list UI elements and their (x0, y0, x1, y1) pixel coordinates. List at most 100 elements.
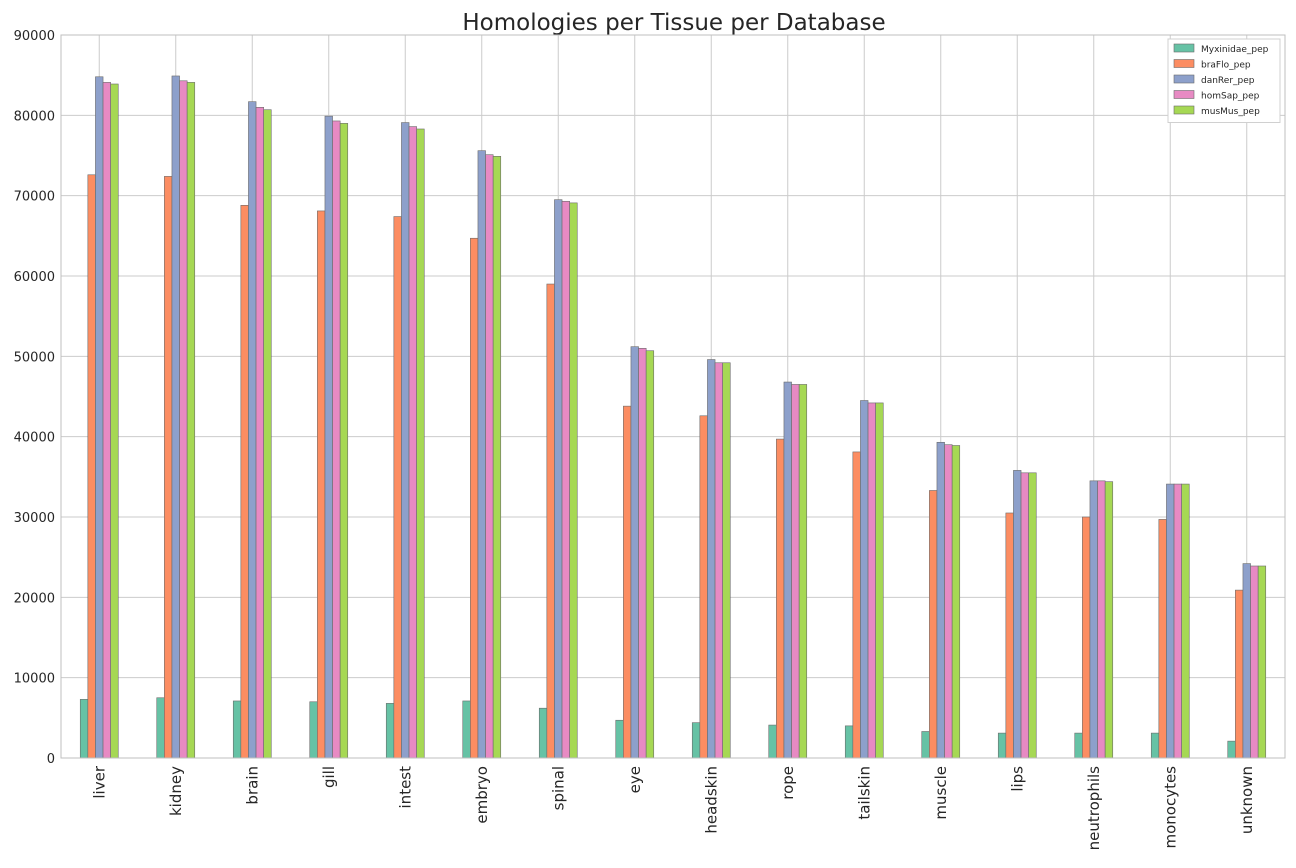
x-tick-label: headskin (702, 766, 720, 834)
bar-homSap_pep-muscle (944, 444, 953, 759)
bar-musMus_pep-headskin (722, 362, 731, 759)
bar-danRer_pep-lips (1013, 470, 1022, 759)
x-tick-label: rope (779, 766, 797, 800)
bar-homSap_pep-gill (332, 120, 341, 759)
bar-braFlo_pep-lips (1005, 512, 1014, 759)
legend-swatch-musMus_pep (1173, 105, 1195, 115)
bar-braFlo_pep-brain (240, 205, 249, 759)
bar-danRer_pep-eye (630, 346, 639, 759)
bar-homSap_pep-headskin (714, 362, 723, 759)
legend: Myxinidae_pep braFlo_pep danRer_pep homSap_… (1167, 38, 1281, 123)
bar-danRer_pep-muscle (936, 441, 945, 759)
x-tick-label: brain (243, 766, 261, 805)
bar-danRer_pep-headskin (707, 359, 716, 759)
bar-danRer_pep-gill (324, 115, 333, 759)
bar-homSap_pep-rope (791, 384, 800, 759)
bar-Myxinidae_pep-gill (309, 701, 318, 759)
y-tick-label: 40000 (14, 431, 55, 446)
bar-Myxinidae_pep-tailskin (844, 725, 854, 759)
bars-layer (79, 75, 1267, 759)
bar-Myxinidae_pep-spinal (538, 707, 548, 759)
legend-swatch-Myxinidae_pep (1173, 43, 1195, 53)
bar-Myxinidae_pep-monocytes (1150, 732, 1160, 759)
legend-label-braFlo_pep: braFlo_pep (1201, 61, 1251, 71)
legend-swatch-braFlo_pep (1173, 59, 1195, 68)
bar-danRer_pep-kidney (171, 75, 180, 759)
bar-musMus_pep-tailskin (875, 402, 884, 759)
y-tick-label: 70000 (14, 190, 55, 205)
x-tick-label: intest (396, 766, 414, 809)
legend-label-Myxinidae_pep: Myxinidae_pep (1201, 45, 1269, 55)
bar-braFlo_pep-headskin (699, 415, 708, 759)
x-tick-label: tailskin (855, 766, 873, 820)
bar-Myxinidae_pep-intest (385, 703, 395, 759)
bar-musMus_pep-brain (263, 109, 272, 759)
y-tick-label: 30000 (14, 511, 55, 526)
bar-danRer_pep-embryo (477, 150, 486, 759)
bar-Myxinidae_pep-brain (232, 700, 242, 759)
y-tick-label: 20000 (14, 591, 55, 606)
bar-danRer_pep-spinal (554, 199, 563, 759)
bar-homSap_pep-kidney (179, 80, 188, 759)
bar-danRer_pep-intest (401, 122, 410, 759)
bar-danRer_pep-tailskin (860, 400, 869, 759)
bar-homSap_pep-eye (638, 347, 647, 759)
y-tick-label: 10000 (14, 672, 55, 687)
x-tick-label: monocytes (1161, 766, 1179, 849)
bar-Myxinidae_pep-lips (997, 732, 1007, 759)
legend-label-danRer_pep: danRer_pep (1201, 76, 1255, 86)
x-tick-label: liver (90, 765, 108, 798)
bar-braFlo_pep-spinal (546, 283, 555, 759)
bar-Myxinidae_pep-eye (615, 719, 624, 759)
bar-homSap_pep-unknown (1250, 565, 1259, 759)
bar-musMus_pep-eye (645, 350, 655, 759)
bar-danRer_pep-monocytes (1166, 483, 1175, 759)
bar-musMus_pep-monocytes (1181, 483, 1190, 759)
bar-musMus_pep-liver (110, 83, 119, 759)
bar-Myxinidae_pep-unknown (1227, 740, 1236, 759)
bar-musMus_pep-unknown (1257, 565, 1267, 759)
bar-homSap_pep-tailskin (867, 402, 876, 759)
bar-musMus_pep-intest (416, 128, 425, 759)
y-axis-ticks: 0 10000 20000 30000 40000 50000 60000 70000 8000… (14, 29, 55, 767)
bar-braFlo_pep-tailskin (852, 451, 861, 759)
bar-homSap_pep-neutrophils (1097, 480, 1106, 759)
bar-braFlo_pep-rope (776, 438, 785, 759)
bar-homSap_pep-spinal (561, 200, 570, 759)
x-tick-label: lips (1008, 766, 1026, 792)
y-tick-label: 60000 (14, 270, 55, 285)
bar-musMus_pep-rope (798, 384, 808, 759)
bar-musMus_pep-spinal (569, 202, 578, 759)
y-tick-label: 90000 (14, 29, 55, 44)
bar-Myxinidae_pep-headskin (691, 722, 701, 759)
x-tick-label: muscle (932, 766, 950, 820)
bar-musMus_pep-lips (1028, 472, 1037, 759)
bar-braFlo_pep-gill (317, 210, 326, 759)
x-tick-label: neutrophils (1085, 766, 1103, 851)
bar-Myxinidae_pep-neutrophils (1074, 732, 1083, 759)
bar-musMus_pep-embryo (492, 156, 502, 759)
x-tick-label: gill (320, 766, 338, 788)
legend-label-musMus_pep: musMus_pep (1201, 107, 1260, 117)
bar-Myxinidae_pep-kidney (156, 697, 165, 759)
bar-musMus_pep-kidney (186, 82, 196, 759)
bar-musMus_pep-neutrophils (1104, 481, 1114, 759)
bar-braFlo_pep-muscle (929, 490, 938, 759)
x-tick-label: embryo (473, 766, 491, 824)
bar-braFlo_pep-embryo (470, 237, 479, 759)
bar-homSap_pep-monocytes (1173, 483, 1182, 759)
bar-Myxinidae_pep-muscle (921, 731, 930, 759)
legend-swatch-danRer_pep (1173, 74, 1195, 84)
bar-braFlo_pep-monocytes (1158, 519, 1167, 759)
legend-swatch-homSap_pep (1173, 90, 1195, 99)
bar-Myxinidae_pep-embryo (462, 700, 471, 759)
legend-label-homSap_pep: homSap_pep (1201, 92, 1260, 102)
bar-braFlo_pep-neutrophils (1082, 516, 1091, 759)
bar-homSap_pep-liver (102, 82, 111, 759)
y-tick-label: 80000 (14, 109, 55, 124)
bar-homSap_pep-embryo (485, 154, 494, 759)
bar-danRer_pep-brain (248, 101, 257, 759)
x-tick-label: unknown (1238, 766, 1256, 834)
